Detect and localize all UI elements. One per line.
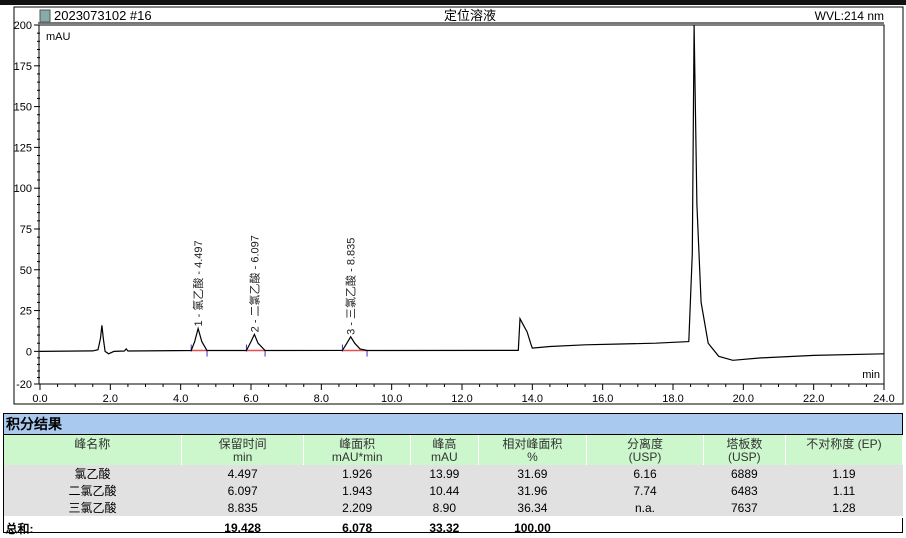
column-header: 塔板数 (USP) — [703, 434, 786, 465]
table-row: 二氯乙酸 6.097 1.943 10.44 31.96 7.74 6483 1.11 — [3, 482, 903, 499]
column-header: 不对称度 (EP) — [785, 434, 904, 465]
y-tick-label: -20 — [16, 379, 32, 391]
peak-label: 1 - 氯乙酸 - 4.497 — [191, 240, 205, 326]
table-row: 氯乙酸 4.497 1.926 13.99 31.69 6.16 6889 1.19 — [3, 465, 903, 482]
table-cell: 2.209 — [303, 499, 411, 517]
chromatogram-trace — [40, 25, 884, 361]
column-header-line — [788, 450, 900, 465]
x-tick-label: 4.0 — [173, 393, 188, 405]
total-cell — [703, 516, 786, 538]
peak-label: 3 - 三氯乙酸 - 8.835 — [344, 238, 358, 335]
column-header: 相对峰面积% — [478, 434, 588, 465]
table-cell: 6483 — [703, 482, 786, 499]
chromatogram-chart: 2023073102 #16 定位溶液 WVL:214 nm mAU min -20 0 25… — [13, 6, 904, 405]
x-tick-label: 10.0 — [381, 393, 402, 405]
table-cell: 1.11 — [785, 482, 903, 499]
total-cell: 总和: — [3, 516, 182, 538]
column-header-line: 保留时间 — [218, 437, 267, 451]
chart-title: 定位溶液 — [444, 8, 496, 23]
table-cell: 8.835 — [181, 499, 304, 517]
y-tick-label: 50 — [20, 265, 32, 277]
wavelength: WVL:214 nm — [815, 9, 884, 23]
table-cell: 31.96 — [478, 482, 587, 499]
table-cell: 7637 — [703, 499, 786, 517]
y-tick-label: 0 — [26, 346, 32, 358]
column-header-line: 相对峰面积 — [502, 437, 563, 451]
table-cell: 1.28 — [785, 499, 903, 517]
table-cell: 6889 — [703, 465, 786, 482]
table-cell: 6.16 — [586, 465, 704, 482]
y-tick-label: 100 — [14, 183, 32, 195]
total-cell: 100.00 — [478, 516, 587, 538]
y-tick-label: 175 — [14, 61, 32, 73]
column-header-line: 峰面积 — [339, 437, 376, 451]
y-tick-label: 25 — [20, 306, 32, 318]
column-header-line: (USP) — [728, 450, 761, 464]
y-tick-label: 200 — [14, 20, 32, 32]
plot-area — [38, 24, 885, 385]
column-header: 保留时间 min — [181, 434, 305, 465]
integration-results-table: 积分结果 峰名称 保留时间 min 峰面积 mAU*min 峰高 mAU 相对峰面积% 分离度(… — [3, 413, 904, 538]
y-tick-label: 75 — [20, 224, 32, 236]
x-tick-label: 2.0 — [103, 393, 118, 405]
total-cell — [586, 516, 704, 538]
table-cell: 4.497 — [181, 465, 304, 482]
sample-name: 2023073102 #16 — [54, 8, 152, 23]
column-header-line: (USP) — [628, 450, 662, 464]
table-cell: n.a. — [586, 499, 704, 517]
x-tick-label: 20.0 — [733, 393, 754, 405]
table-cell: 7.74 — [586, 482, 704, 499]
table-cell: 1.926 — [303, 465, 411, 482]
x-axis-label: min — [862, 369, 880, 381]
total-cell: 6.078 — [303, 516, 411, 538]
column-header-line — [6, 450, 179, 465]
x-tick-label: 24.0 — [873, 393, 894, 405]
x-tick-label: 6.0 — [243, 393, 258, 405]
x-tick-label: 18.0 — [662, 393, 683, 405]
column-header-line: mAU*min — [331, 450, 383, 464]
column-header: 峰面积 mAU*min — [303, 434, 411, 465]
column-header: 分离度 (USP) — [586, 434, 704, 465]
column-header-line: min — [232, 450, 253, 464]
y-axis-label: mAU — [46, 31, 71, 43]
column-header-line: 峰高 — [432, 437, 457, 451]
table-cell: 8.90 — [410, 499, 479, 517]
table-row: 三氯乙酸 8.835 2.209 8.90 36.34 n.a. 7637 1.28 — [3, 499, 903, 517]
total-row: 总和: 19.428 6.078 33.32 100.00 — [3, 516, 903, 538]
x-tick-label: 0.0 — [32, 393, 47, 405]
total-cell — [785, 516, 903, 538]
column-header-line: 塔板数 — [726, 437, 763, 451]
x-tick-label: 22.0 — [803, 393, 824, 405]
table-cell: 1.19 — [785, 465, 903, 482]
table-title: 积分结果 — [3, 413, 903, 435]
column-header: 峰高 mAU — [410, 434, 479, 465]
total-cell: 33.32 — [410, 516, 479, 538]
table-cell: 31.69 — [478, 465, 587, 482]
table-cell: 13.99 — [410, 465, 479, 482]
column-header-line: 不对称度 (EP) — [806, 437, 882, 451]
table-cell: 6.097 — [181, 482, 304, 499]
window-top-bar — [0, 0, 906, 5]
table-cell: 10.44 — [410, 482, 479, 499]
sample-icon — [39, 9, 51, 23]
column-header-line: mAU — [431, 450, 458, 464]
total-cell: 19.428 — [181, 516, 304, 538]
x-tick-label: 12.0 — [451, 393, 472, 405]
table-cell: 1.943 — [303, 482, 411, 499]
table-cell: 氯乙酸 — [3, 465, 182, 482]
chart-frame — [13, 6, 904, 405]
column-header-line: 峰名称 — [74, 437, 111, 451]
peak-label: 2 - 二氯乙酸 - 6.097 — [247, 235, 261, 332]
column-header-line: 分离度 — [626, 437, 663, 451]
y-tick-label: 150 — [14, 102, 32, 114]
x-tick-label: 8.0 — [314, 393, 329, 405]
column-header-line: % — [527, 450, 538, 464]
y-tick-label: 125 — [14, 142, 32, 154]
column-header: 峰名称 — [3, 434, 182, 465]
x-tick-label: 16.0 — [592, 393, 613, 405]
table-cell: 36.34 — [478, 499, 587, 517]
x-tick-label: 14.0 — [522, 393, 543, 405]
table-cell: 三氯乙酸 — [3, 499, 182, 517]
table-cell: 二氯乙酸 — [3, 482, 182, 499]
